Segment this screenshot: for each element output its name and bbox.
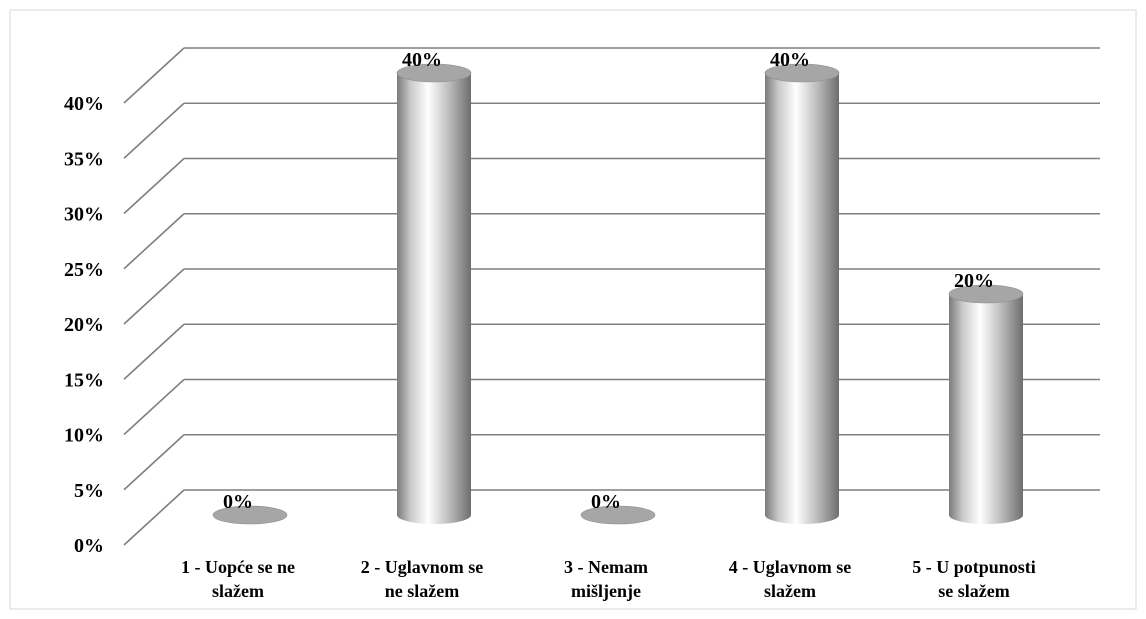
y-axis-ticks: 0% 5% 10% 15% 20% 25% 30% 35% 40% xyxy=(64,93,104,557)
category-label: 2 - Uglavnom se xyxy=(361,557,484,577)
category-label: 5 - U potpunosti xyxy=(912,557,1036,577)
bars xyxy=(212,63,1024,525)
gridline-diagonal xyxy=(123,489,185,546)
category-label: 4 - Uglavnom se xyxy=(729,557,852,577)
data-label: 0% xyxy=(591,491,621,513)
bar xyxy=(580,505,656,525)
category-label: se slažem xyxy=(938,581,1009,601)
category-labels: 1 - Uopće se ne slažem 2 - Uglavnom se ne s… xyxy=(181,557,1036,601)
data-labels: 0% 40% 0% 40% 20% xyxy=(223,49,994,513)
category-label: slažem xyxy=(764,581,816,601)
gridlines xyxy=(123,47,1100,546)
bar-top xyxy=(580,505,656,525)
bar-top xyxy=(212,505,288,525)
chart-frame xyxy=(9,9,1137,610)
gridline-diagonal xyxy=(123,268,185,325)
gridline-diagonal xyxy=(123,102,185,159)
y-tick-label: 30% xyxy=(64,204,104,226)
y-tick-label: 25% xyxy=(64,259,104,281)
y-tick-label: 10% xyxy=(64,425,104,447)
category-label: ne slažem xyxy=(385,581,459,601)
bar xyxy=(948,284,1024,524)
bar-body xyxy=(397,73,471,524)
category-label: 3 - Nemam xyxy=(564,557,648,577)
gridline-diagonal xyxy=(123,47,185,104)
gridline-diagonal xyxy=(123,323,185,380)
gridline-diagonal xyxy=(123,213,185,270)
y-tick-label: 5% xyxy=(74,480,104,502)
gridline-diagonal xyxy=(123,434,185,491)
data-label: 0% xyxy=(223,491,253,513)
category-label: 1 - Uopće se ne xyxy=(181,557,295,577)
category-label: slažem xyxy=(212,581,264,601)
bar xyxy=(764,63,840,524)
bar-body xyxy=(765,73,839,524)
bar xyxy=(212,505,288,525)
data-label: 40% xyxy=(402,49,442,71)
data-label: 40% xyxy=(770,49,810,71)
bar-body xyxy=(949,294,1023,524)
bar xyxy=(396,63,472,524)
gridline-diagonal xyxy=(123,378,185,436)
bar-top xyxy=(948,284,1024,304)
gridline-diagonal xyxy=(123,157,185,215)
y-tick-label: 35% xyxy=(64,148,104,170)
y-tick-label: 40% xyxy=(64,93,104,115)
y-tick-label: 0% xyxy=(74,535,104,557)
y-tick-label: 15% xyxy=(64,369,104,391)
data-label: 20% xyxy=(954,270,994,292)
bar-top xyxy=(396,63,472,83)
bar-top xyxy=(764,63,840,83)
category-label: mišljenje xyxy=(571,581,641,601)
y-tick-label: 20% xyxy=(64,314,104,336)
